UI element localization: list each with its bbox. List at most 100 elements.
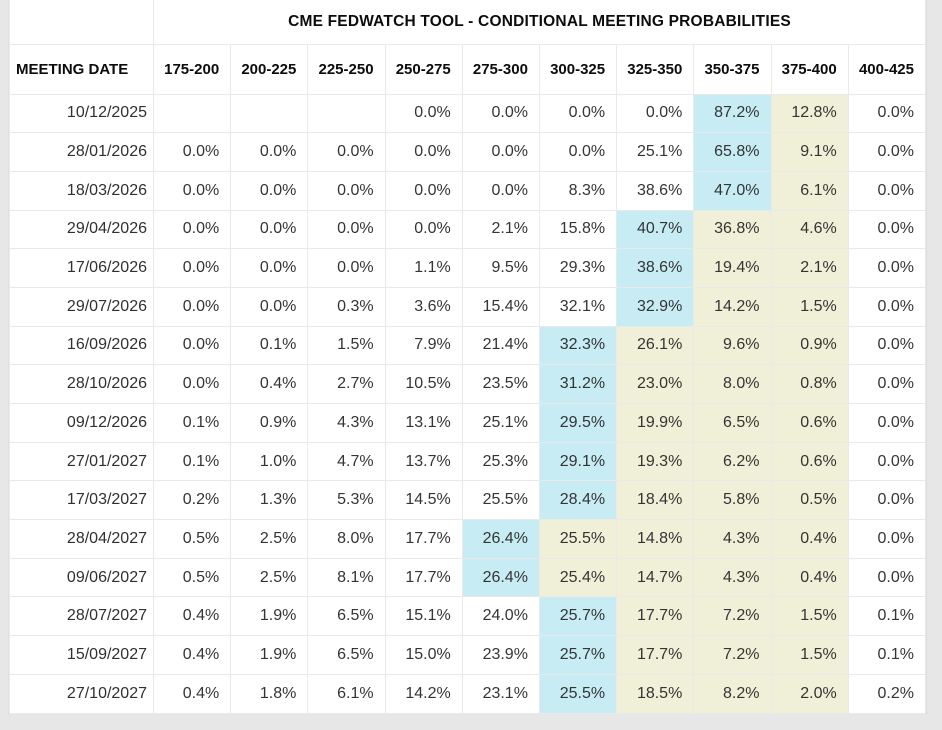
probability-cell: 17.7% (616, 635, 695, 675)
probability-cell: 65.8% (693, 132, 772, 172)
probability-cell: 0.0% (152, 325, 232, 366)
table-row: 27/01/2027 0.1% 1.0% 4.7% 13.7% 25.3% 29.1% 19.… (9, 441, 927, 482)
probability-cell: 15.0% (384, 635, 463, 675)
probability-cell: 0.1% (152, 441, 232, 482)
probability-cell: 0.0% (230, 286, 309, 327)
meeting-date-cell: 09/12/2026 (9, 403, 154, 443)
rate-range-column-header: 375-400 (770, 43, 849, 95)
probability-cell: 5.8% (693, 480, 772, 521)
probability-cell: 4.3% (693, 557, 772, 598)
table-row: 28/07/2027 0.4% 1.9% 6.5% 15.1% 24.0% 25.7% 17.… (9, 596, 927, 637)
probability-cell: 28.4% (538, 480, 618, 521)
probability-cell: 9.5% (461, 248, 540, 288)
probability-cell (230, 93, 309, 134)
probability-cell: 25.7% (538, 596, 618, 637)
probability-cell: 0.4% (230, 364, 309, 404)
rate-range-column-header: 200-225 (230, 43, 309, 95)
probability-cell: 29.3% (538, 248, 618, 288)
meeting-date-cell: 28/01/2026 (9, 132, 154, 172)
probability-cell: 0.0% (847, 286, 927, 327)
probability-cell: 36.8% (693, 209, 772, 250)
meeting-date-cell: 28/10/2026 (9, 364, 154, 404)
probability-cell: 25.1% (616, 132, 695, 172)
probability-cell: 0.0% (538, 132, 618, 172)
probability-cell: 15.8% (538, 209, 618, 250)
meeting-date-cell: 28/07/2027 (9, 596, 154, 637)
probability-cell: 47.0% (693, 170, 772, 211)
probability-cell: 0.0% (847, 557, 927, 598)
meeting-date-cell: 15/09/2027 (9, 635, 154, 675)
probability-cell: 6.5% (307, 635, 386, 675)
probability-cell: 0.0% (847, 519, 927, 559)
probability-cell: 21.4% (461, 325, 540, 366)
probability-cell: 6.1% (307, 673, 386, 714)
probability-cell: 0.6% (770, 441, 849, 482)
probability-cell: 0.0% (847, 325, 927, 366)
probability-cell: 31.2% (538, 364, 618, 404)
probability-cell: 14.7% (616, 557, 695, 598)
probability-cell: 2.5% (230, 519, 309, 559)
probability-cell: 0.0% (230, 132, 309, 172)
probability-cell: 26.4% (461, 519, 540, 559)
probability-cell: 4.3% (693, 519, 772, 559)
table-row: 29/04/2026 0.0% 0.0% 0.0% 0.0% 2.1% 15.8% 40.7%… (9, 209, 927, 250)
table-row: 17/03/2027 0.2% 1.3% 5.3% 14.5% 25.5% 28.4% 18.… (9, 480, 927, 521)
probability-cell: 10.5% (384, 364, 463, 404)
meeting-date-cell: 09/06/2027 (9, 557, 154, 598)
page-title: CME FEDWATCH TOOL - CONDITIONAL MEETING … (153, 0, 926, 45)
probability-cell: 1.0% (230, 441, 309, 482)
probability-cell: 0.4% (770, 557, 849, 598)
probability-cell: 0.0% (152, 170, 232, 211)
probability-cell: 0.1% (230, 325, 309, 366)
probability-cell: 0.4% (152, 596, 232, 637)
probability-cell: 0.1% (152, 403, 232, 443)
table-row: 09/12/2026 0.1% 0.9% 4.3% 13.1% 25.1% 29.5% 19.… (9, 403, 927, 443)
rate-range-column-header: 275-300 (461, 43, 540, 95)
probability-cell: 0.0% (847, 93, 927, 134)
probability-cell: 0.0% (847, 403, 927, 443)
meeting-date-cell: 29/07/2026 (9, 286, 154, 327)
probability-cell: 19.3% (616, 441, 695, 482)
probability-cell: 0.0% (152, 132, 232, 172)
table-row: 28/04/2027 0.5% 2.5% 8.0% 17.7% 26.4% 25.5% 14.… (9, 519, 927, 559)
meeting-date-cell: 10/12/2025 (9, 93, 154, 134)
probability-cell: 0.0% (230, 209, 309, 250)
probability-cell: 0.0% (230, 248, 309, 288)
conditional-probabilities-table: CME FEDWATCH TOOL - CONDITIONAL MEETING … (9, 0, 927, 714)
probability-cell (307, 93, 386, 134)
meeting-date-cell: 16/09/2026 (9, 325, 154, 366)
probability-cell: 23.9% (461, 635, 540, 675)
table-row: 28/10/2026 0.0% 0.4% 2.7% 10.5% 23.5% 31.2% 23.… (9, 364, 927, 404)
probability-cell: 0.0% (847, 132, 927, 172)
probability-cell: 0.5% (152, 519, 232, 559)
meeting-date-cell: 17/06/2026 (9, 248, 154, 288)
meeting-date-column-header: MEETING DATE (9, 43, 154, 95)
probability-cell: 1.9% (230, 635, 309, 675)
probability-cell: 0.5% (152, 557, 232, 598)
probability-cell: 0.0% (384, 209, 463, 250)
table-row: 18/03/2026 0.0% 0.0% 0.0% 0.0% 0.0% 8.3% 38.6% 4… (9, 170, 927, 211)
rate-range-column-header: 400-425 (847, 43, 927, 95)
meeting-date-cell: 29/04/2026 (9, 209, 154, 250)
probability-cell: 7.2% (693, 596, 772, 637)
probability-cell: 1.8% (230, 673, 309, 714)
probability-cell: 1.5% (770, 286, 849, 327)
probability-cell: 0.2% (152, 480, 232, 521)
probability-cell: 12.8% (770, 93, 849, 134)
probability-cell: 1.5% (770, 635, 849, 675)
table-row: 09/06/2027 0.5% 2.5% 8.1% 17.7% 26.4% 25.4% 14.… (9, 557, 927, 598)
probability-cell: 0.0% (847, 248, 927, 288)
probability-cell: 25.3% (461, 441, 540, 482)
probability-cell: 23.5% (461, 364, 540, 404)
probability-cell: 17.7% (384, 519, 463, 559)
probability-cell: 4.3% (307, 403, 386, 443)
probability-cell: 2.1% (461, 209, 540, 250)
probability-cell: 0.0% (616, 93, 695, 134)
probability-cell: 8.1% (307, 557, 386, 598)
probability-cell: 0.0% (847, 209, 927, 250)
probability-cell: 0.5% (770, 480, 849, 521)
rate-range-column-header: 250-275 (384, 43, 463, 95)
probability-cell: 0.0% (847, 480, 927, 521)
probability-cell: 19.4% (693, 248, 772, 288)
probability-cell: 1.5% (770, 596, 849, 637)
